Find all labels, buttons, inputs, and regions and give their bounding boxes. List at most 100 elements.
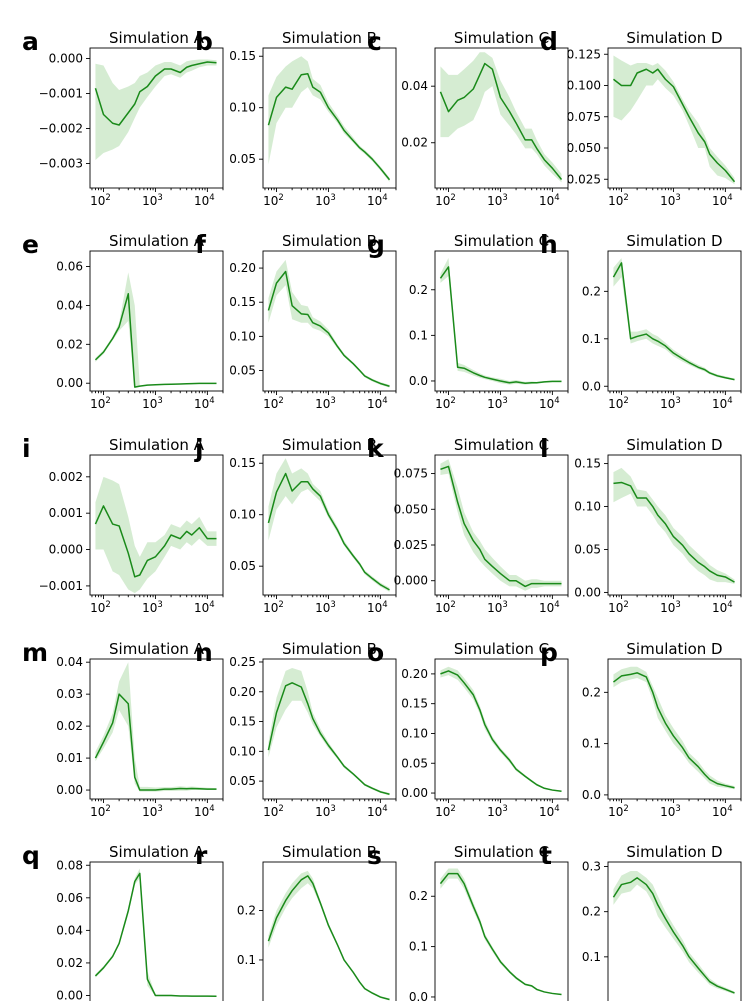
- x-tick-label: 102: [263, 804, 284, 819]
- x-tick-label: 103: [660, 396, 681, 411]
- y-tick-label: 0.2: [582, 685, 601, 699]
- confidence-band: [440, 459, 562, 591]
- x-tick-label: 104: [367, 600, 388, 615]
- x-tick-label: 103: [487, 396, 508, 411]
- panel-letter: i: [22, 434, 31, 463]
- y-tick-label: 0.000: [49, 543, 83, 557]
- panel-k: 0.075 0.050 0.025 0.000 102 103 104 Simulation …: [367, 434, 569, 615]
- panel-letter: d: [540, 27, 558, 56]
- axes-frame: [434, 47, 569, 189]
- confidence-band: [613, 666, 735, 790]
- axes-frame: [434, 250, 569, 392]
- y-tick-label: −0.001: [39, 579, 83, 593]
- panel-h: 0.2 0.1 0.0 102 103 104 Simulation D h: [540, 230, 742, 411]
- panel-p: 0.2 0.1 0.0 102 103 104 Simulation D p: [540, 638, 742, 819]
- panel-title: Simulation A: [109, 436, 205, 454]
- x-tick-label: 103: [660, 804, 681, 819]
- y-tick-label: 0.08: [56, 858, 83, 872]
- panel-o: 0.20 0.15 0.10 0.05 0.00 102 103 104 Simulation …: [367, 638, 569, 819]
- x-tick-label: 103: [660, 600, 681, 615]
- panel-letter: r: [195, 841, 208, 870]
- y-tick-label: 0.04: [56, 655, 83, 669]
- y-tick-label: 0.00: [56, 783, 83, 797]
- mean-line: [612, 672, 735, 789]
- x-tick-label: 103: [487, 600, 508, 615]
- y-tick-label: 0.075: [394, 467, 428, 481]
- x-tick-label: 102: [608, 804, 629, 819]
- panel-letter: p: [540, 638, 558, 667]
- panel-title: Simulation B: [282, 640, 377, 658]
- confidence-band: [440, 666, 562, 792]
- panel-letter: g: [367, 230, 385, 259]
- panel-f: 0.20 0.15 0.10 0.05 102 103 104 Simulation B f: [195, 230, 397, 411]
- confidence-band: [613, 55, 735, 185]
- axes-frame: [89, 861, 224, 1001]
- x-tick-label: 102: [90, 193, 111, 208]
- panel-q: 0.080.060.040.020.00102103104Simulation …: [22, 841, 224, 1001]
- y-tick-label: 0.2: [237, 903, 256, 917]
- y-tick-label: 0.20: [401, 667, 428, 681]
- y-tick-label: −0.003: [39, 157, 83, 171]
- confidence-band: [440, 52, 562, 183]
- x-tick-label: 102: [608, 600, 629, 615]
- panel-title: Simulation C: [454, 843, 549, 861]
- x-tick-label: 104: [367, 396, 388, 411]
- confidence-band: [440, 257, 562, 385]
- y-tick-label: 0.0: [409, 990, 428, 1001]
- y-tick-label: 0.00: [56, 988, 83, 1001]
- x-tick-label: 104: [194, 600, 215, 615]
- y-tick-label: 0.10: [229, 101, 256, 115]
- panel-title: Simulation A: [109, 29, 205, 47]
- panel-letter: l: [540, 434, 549, 463]
- x-tick-label: 102: [608, 396, 629, 411]
- mean-line: [613, 481, 735, 583]
- confidence-band: [95, 272, 217, 388]
- panel-letter: s: [367, 841, 382, 870]
- confidence-band: [440, 868, 562, 995]
- y-tick-label: 0.04: [56, 923, 83, 937]
- mean-line: [94, 61, 217, 126]
- y-tick-label: 0.0: [582, 788, 601, 802]
- mean-line: [612, 877, 735, 994]
- y-tick-label: 0.00: [574, 585, 601, 599]
- y-tick-label: 0.20: [229, 261, 256, 275]
- y-tick-label: 0.100: [567, 79, 601, 93]
- x-tick-label: 104: [539, 396, 560, 411]
- y-tick-label: 0.2: [582, 905, 601, 919]
- panel-letter: f: [195, 230, 207, 259]
- panel-title: Simulation A: [109, 232, 205, 250]
- panel-title: Simulation C: [454, 29, 549, 47]
- x-tick-label: 102: [263, 600, 284, 615]
- axes-frame: [434, 861, 569, 1001]
- y-tick-label: 0.002: [49, 470, 83, 484]
- x-tick-label: 104: [367, 193, 388, 208]
- x-tick-label: 104: [712, 193, 733, 208]
- mean-line: [439, 266, 562, 384]
- y-tick-label: 0.15: [229, 295, 256, 309]
- panel-letter: q: [22, 841, 40, 870]
- x-tick-label: 102: [90, 396, 111, 411]
- x-tick-label: 104: [194, 804, 215, 819]
- axes-frame: [262, 658, 397, 800]
- y-tick-label: 0.1: [237, 953, 256, 967]
- axes-frame: [607, 47, 742, 189]
- axes-frame: [262, 250, 397, 392]
- mean-line: [94, 872, 217, 998]
- x-tick-label: 103: [142, 804, 163, 819]
- y-tick-label: 0.1: [582, 950, 601, 964]
- y-tick-label: 0.20: [229, 685, 256, 699]
- panel-d: 0.125 0.100 0.075 0.050 0.025 102 103 104 Simula…: [540, 27, 742, 208]
- panel-g: 0.2 0.1 0.0 102 103 104 Simulation C g: [367, 230, 569, 411]
- y-tick-label: 0.2: [409, 889, 428, 903]
- x-tick-label: 103: [315, 600, 336, 615]
- confidence-band: [95, 662, 217, 792]
- panel-letter: m: [22, 638, 48, 667]
- y-tick-label: 0.06: [56, 260, 83, 274]
- panel-letter: a: [22, 27, 39, 56]
- y-tick-label: 0.1: [409, 940, 428, 954]
- panel-b: 0.15 0.10 0.05 102 103 104 Simulation B b: [195, 27, 397, 208]
- axes-frame: [434, 658, 569, 800]
- y-tick-label: 0.01: [56, 751, 83, 765]
